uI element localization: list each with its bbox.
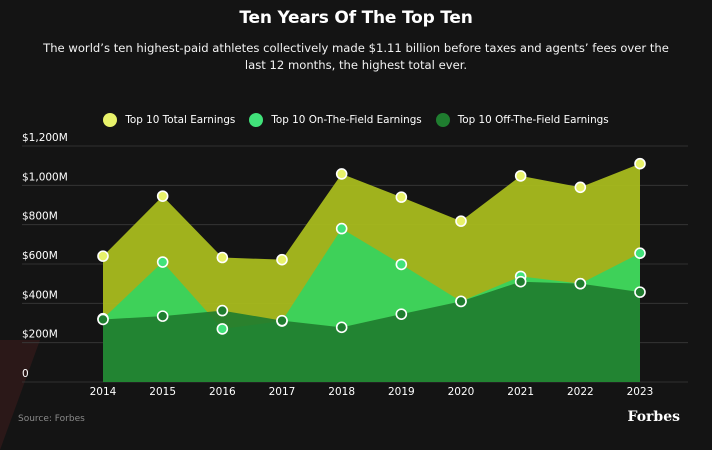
y-tick-label: $800M [22,211,58,223]
x-tick-label: 2015 [149,386,176,398]
legend-label-off-field: Top 10 Off-The-Field Earnings [457,114,609,126]
x-tick-label: 2018 [328,386,355,398]
data-point [395,258,408,271]
data-point [156,190,169,202]
legend-item-off-field: Top 10 Off-The-Field Earnings [435,113,609,127]
data-point [97,250,109,262]
data-point [634,157,646,170]
x-tick-label: 2021 [507,386,534,398]
data-point [514,170,527,182]
y-tick-label: $600M [22,250,58,262]
legend-item-total: Top 10 Total Earnings [103,113,235,127]
series-area [103,281,640,382]
legend-label-total: Top 10 Total Earnings [125,114,236,126]
data-point [276,314,288,327]
x-tick-label: 2023 [627,386,654,398]
legend-label-on-field: Top 10 On-The-Field Earnings [271,114,422,126]
chart-legend: Top 10 Total Earnings Top 10 On-The-Fiel… [0,113,712,127]
data-point [216,323,229,335]
y-tick-label: $400M [22,289,58,301]
data-point [455,215,467,227]
data-point [395,308,408,320]
earnings-area-chart: 0 $200M $400M $600M $800M $1,000M $1,200M 2014 2… [22,132,688,398]
x-tick-label: 2022 [567,386,594,398]
chart-subtitle: The world’s ten highest-paid athletes co… [20,40,692,74]
y-tick-label: 0 [22,368,29,380]
data-point [97,313,109,326]
x-tick-label: 2014 [90,386,117,398]
subtitle-line-2: last 12 months, the highest total ever. [244,58,468,72]
y-tick-label: $1,000M [22,171,68,183]
legend-swatch-total [103,113,118,127]
data-point [455,295,467,308]
x-tick-label: 2019 [388,386,415,398]
data-point [514,275,527,288]
legend-item-on-field: Top 10 On-The-Field Earnings [249,113,422,127]
data-point [634,247,646,259]
y-tick-label: $1,200M [22,132,68,144]
data-point [216,304,229,317]
data-point [156,256,169,268]
data-point [574,277,587,290]
x-tick-label: 2020 [448,386,475,398]
subtitle-line-1: The world’s ten highest-paid athletes co… [43,41,669,55]
data-point [335,222,348,235]
y-tick-label: $200M [22,329,58,341]
chart-title: Ten Years Of The Top Ten [239,8,473,28]
x-tick-label: 2016 [209,386,236,398]
legend-swatch-off-field [435,113,450,127]
source-note: Source: Forbes [18,414,85,424]
data-point [395,191,408,203]
brand-logo: Forbes [627,409,680,425]
data-point [634,286,646,298]
data-point [574,181,587,194]
data-point [335,321,348,334]
data-point [335,168,348,180]
data-point [156,310,169,322]
data-point [276,253,288,266]
x-tick-label: 2017 [269,386,296,398]
data-point [216,251,229,264]
legend-swatch-on-field [249,113,264,127]
